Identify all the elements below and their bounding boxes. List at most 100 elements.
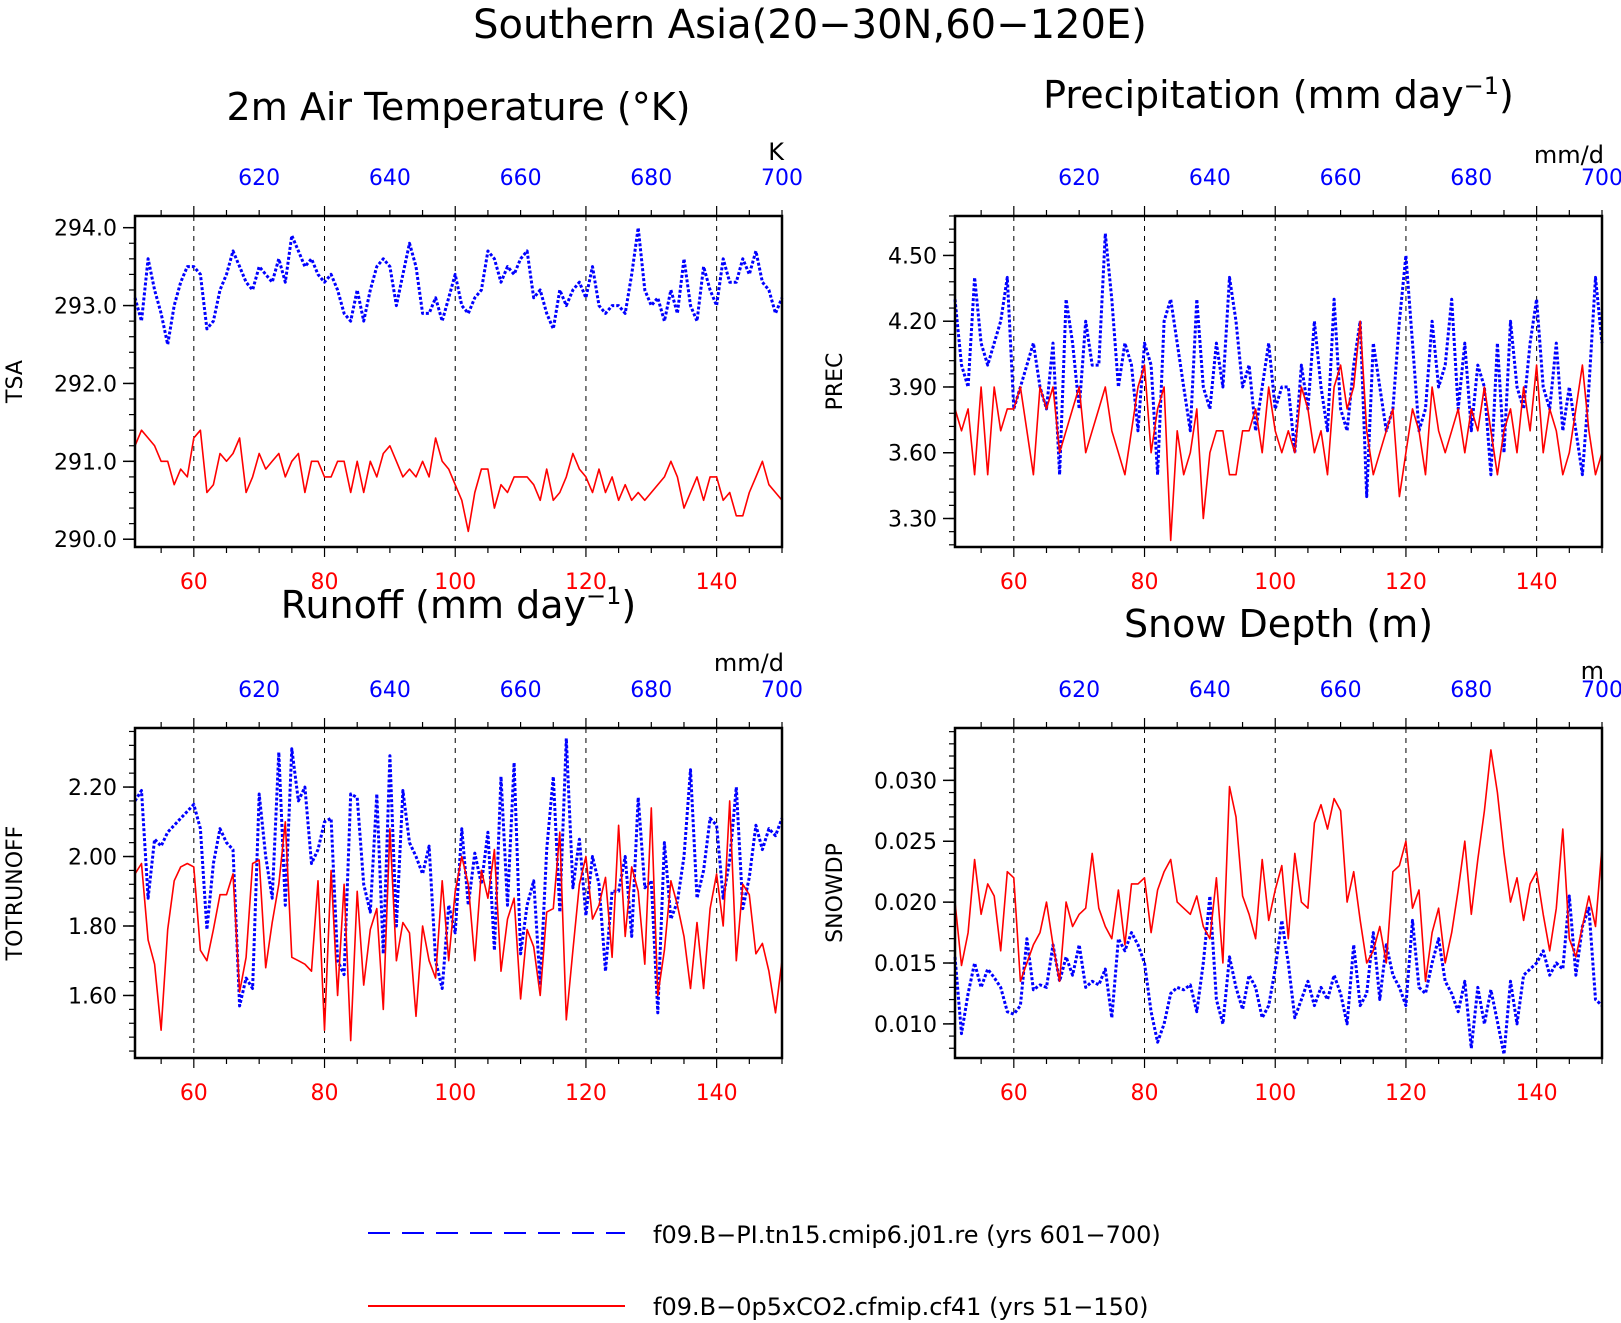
x-tick-label: 80 xyxy=(1131,570,1159,595)
x-top-tick-label: 680 xyxy=(1450,678,1492,703)
panel-title-text: Precipitation (mm day xyxy=(1043,73,1463,117)
x-top-tick-label: 640 xyxy=(369,678,411,703)
panel-title-end: ) xyxy=(1499,73,1514,117)
series-line-co2 xyxy=(954,749,1603,983)
y-tick-label: 1.80 xyxy=(68,915,117,940)
series-line-pi xyxy=(953,232,1604,499)
x-top-tick-label: 620 xyxy=(1058,678,1100,703)
x-tick-label: 120 xyxy=(1385,570,1427,595)
series-line-co2 xyxy=(954,320,1603,542)
x-tick-label: 120 xyxy=(565,1081,607,1106)
y-tick-label: 3.60 xyxy=(888,442,937,467)
y-tick-label: 0.010 xyxy=(874,1013,937,1038)
y-tick-label: 293.0 xyxy=(54,295,117,320)
legend-label-co2: f09.B−0p5xCO2.cfmip.cf41 (yrs 51−150) xyxy=(653,1293,1148,1321)
units-label: mm/d xyxy=(1534,141,1604,169)
x-tick-label: 100 xyxy=(434,1081,476,1106)
y-tick-label: 291.0 xyxy=(54,450,117,475)
panel-title: Runoff (mm day−1) xyxy=(281,582,636,627)
x-top-tick-label: 620 xyxy=(238,678,280,703)
x-tick-label: 80 xyxy=(311,570,339,595)
plot-frame xyxy=(953,726,1604,1060)
x-tick-label: 140 xyxy=(1516,1081,1558,1106)
x-top-tick-label: 700 xyxy=(761,678,803,703)
y-tick-label: 0.015 xyxy=(874,952,937,977)
x-top-tick-label: 640 xyxy=(1189,678,1231,703)
y-tick-label: 1.60 xyxy=(68,984,117,1009)
figure-title: Southern Asia(20−30N,60−120E) xyxy=(473,2,1147,48)
x-tick-label: 100 xyxy=(1254,570,1296,595)
y-axis-label: PREC xyxy=(823,353,848,411)
y-tick-label: 2.20 xyxy=(68,776,117,801)
panel-title-superscript: −1 xyxy=(586,582,621,610)
units-label: m xyxy=(1581,657,1604,685)
panel-title-end: ) xyxy=(621,583,636,627)
x-top-tick-label: 660 xyxy=(500,678,542,703)
y-tick-label: 290.0 xyxy=(54,528,117,553)
x-tick-label: 140 xyxy=(1516,570,1558,595)
series-line-pi xyxy=(133,736,784,1015)
panel-title-text: Runoff (mm day xyxy=(281,583,586,627)
y-axis-label: TOTRUNOFF xyxy=(3,826,28,962)
x-top-tick-label: 640 xyxy=(369,166,411,191)
legend-label-pi: f09.B−PI.tn15.cmip6.j01.re (yrs 601−700) xyxy=(653,1221,1161,1249)
plot-frame xyxy=(133,214,784,549)
y-tick-label: 4.20 xyxy=(888,310,937,335)
y-axis-label: SNOWDP xyxy=(823,843,848,943)
x-top-tick-label: 640 xyxy=(1189,166,1231,191)
x-top-tick-label: 620 xyxy=(238,166,280,191)
x-top-tick-label: 660 xyxy=(1320,166,1362,191)
y-tick-label: 292.0 xyxy=(54,372,117,397)
x-tick-label: 100 xyxy=(434,570,476,595)
units-label: K xyxy=(768,138,785,166)
y-tick-label: 4.50 xyxy=(888,244,937,269)
x-top-tick-label: 680 xyxy=(630,166,672,191)
y-tick-label: 0.025 xyxy=(874,830,937,855)
legend: f09.B−PI.tn15.cmip6.j01.re (yrs 601−700)… xyxy=(368,1221,1161,1321)
series-line-pi xyxy=(953,894,1604,1056)
units-label: mm/d xyxy=(714,649,784,677)
x-tick-label: 120 xyxy=(565,570,607,595)
x-top-tick-label: 620 xyxy=(1058,166,1100,191)
y-axis-label: TSA xyxy=(3,360,28,404)
panel-title: Snow Depth (m) xyxy=(1124,602,1433,646)
chart-panel-4: Snow Depth (m) m SNOWDP 60 80 100 120 140 620 640… xyxy=(823,602,1621,1106)
x-tick-label: 120 xyxy=(1385,1081,1427,1106)
series-line-co2 xyxy=(134,429,783,533)
x-tick-label: 60 xyxy=(1000,570,1028,595)
x-tick-label: 80 xyxy=(1131,1081,1159,1106)
chart-panel-1: 2m Air Temperature (°K) K TSA 60 80 100 120 140… xyxy=(3,85,803,595)
x-tick-label: 140 xyxy=(696,570,738,595)
x-top-tick-label: 700 xyxy=(1581,678,1621,703)
x-tick-label: 100 xyxy=(1254,1081,1296,1106)
panel-title-text: Snow Depth (m) xyxy=(1124,602,1433,646)
x-top-tick-label: 700 xyxy=(1581,166,1621,191)
x-tick-label: 60 xyxy=(1000,1081,1028,1106)
chart-panel-3: Runoff (mm day−1) mm/d TOTRUNOFF 60 80 100 120… xyxy=(3,582,803,1106)
series-line-pi xyxy=(133,226,784,346)
panel-title: Precipitation (mm day−1) xyxy=(1043,72,1514,117)
panel-title-text: 2m Air Temperature (°K) xyxy=(227,85,691,129)
x-tick-label: 60 xyxy=(180,1081,208,1106)
y-tick-label: 2.00 xyxy=(68,846,117,871)
y-tick-label: 294.0 xyxy=(54,217,117,242)
y-tick-label: 0.030 xyxy=(874,769,937,794)
panel-title: 2m Air Temperature (°K) xyxy=(227,85,691,129)
y-tick-label: 0.020 xyxy=(874,891,937,916)
x-top-tick-label: 700 xyxy=(761,166,803,191)
x-tick-label: 140 xyxy=(696,1081,738,1106)
chart-panel-2: Precipitation (mm day−1) mm/d PREC 60 80 100 1… xyxy=(823,72,1621,595)
x-tick-label: 60 xyxy=(180,570,208,595)
panel-title-superscript: −1 xyxy=(1464,72,1499,100)
x-top-tick-label: 680 xyxy=(630,678,672,703)
x-tick-label: 80 xyxy=(311,1081,339,1106)
plot-frame xyxy=(953,214,1604,549)
y-tick-label: 3.90 xyxy=(888,376,937,401)
x-top-tick-label: 680 xyxy=(1450,166,1492,191)
x-top-tick-label: 660 xyxy=(1320,678,1362,703)
series-line-co2 xyxy=(134,800,783,1042)
y-tick-label: 3.30 xyxy=(888,508,937,533)
x-top-tick-label: 660 xyxy=(500,166,542,191)
plot-frame xyxy=(133,726,784,1060)
